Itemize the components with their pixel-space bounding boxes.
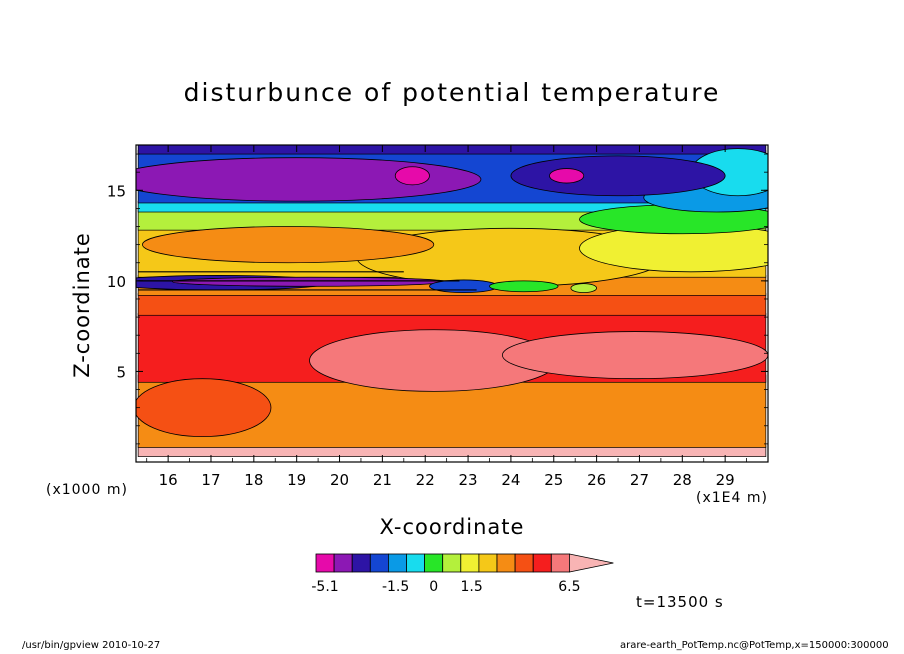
x-tick-label-6: 22	[416, 471, 435, 489]
contour-region-9	[510, 155, 726, 197]
x-tick-label-0: 16	[159, 471, 178, 489]
plot-frame	[135, 144, 769, 463]
x-tick-label-1: 17	[201, 471, 220, 489]
contour-region-11	[394, 166, 430, 186]
chart-title: disturbunce of potential temperature	[183, 78, 721, 107]
colorbar-cell-8	[460, 553, 480, 573]
x-tick-label-7: 23	[459, 471, 478, 489]
colorbar: -5.1 -1.5 0 1.5 6.5	[311, 553, 614, 595]
colorbar-cell-1	[333, 553, 353, 573]
colorbar-arrow	[569, 553, 614, 573]
plot-area	[136, 145, 768, 457]
contour-region-1	[501, 331, 768, 380]
colorbar-cell-4	[387, 553, 407, 573]
x-tick-label-3: 19	[287, 471, 306, 489]
footer-source: arare-earth_PotTemp.nc@PotTemp,x=150000:…	[620, 640, 889, 651]
contour-region-12	[549, 168, 585, 184]
contour-region-14	[172, 276, 448, 287]
y-tick-label-0: 5	[116, 363, 126, 381]
colorbar-label-0: -5.1	[311, 579, 338, 595]
x-tick-label-4: 20	[330, 471, 349, 489]
y-axis-label: Z-coordinate	[70, 232, 94, 378]
colorbar-label-2: 0	[429, 579, 438, 595]
x-tick-label-8: 24	[501, 471, 520, 489]
y-tick-label-2: 15	[107, 182, 126, 200]
colorbar-cell-9	[478, 553, 498, 573]
x-tick-label-2: 18	[244, 471, 263, 489]
contour-band-3	[137, 293, 767, 316]
colorbar-cell-12	[532, 553, 552, 573]
colorbar-cell-6	[424, 553, 444, 573]
x-unit-right: (x1E4 m)	[696, 490, 768, 506]
x-tick-label-11: 27	[630, 471, 649, 489]
contour-region-16	[489, 280, 559, 293]
colorbar-cell-3	[369, 553, 389, 573]
colorbar-cell-5	[406, 553, 426, 573]
contour-region-10	[136, 157, 482, 202]
colorbar-label-1: -1.5	[382, 579, 409, 595]
footer-command: /usr/bin/gpview 2010-10-27	[22, 640, 161, 651]
axis-ticks: 16 17 18 19 20 21 22 23 24 25 26 27 28 29 5 10 15	[107, 145, 768, 489]
x-tick-label-9: 25	[544, 471, 563, 489]
contour-region-15	[429, 279, 499, 294]
y-tick-label-1: 10	[107, 273, 126, 291]
time-label: t=13500 s	[636, 593, 724, 611]
colorbar-label-3: 1.5	[461, 579, 483, 595]
x-tick-label-10: 26	[587, 471, 606, 489]
x-axis-label: X-coordinate	[379, 515, 525, 539]
contour-region-17	[570, 283, 598, 294]
colorbar-cell-13	[550, 553, 570, 573]
contour-region-2	[136, 378, 272, 438]
contour-region-5	[142, 226, 435, 264]
x-tick-label-13: 29	[716, 471, 735, 489]
colorbar-cell-10	[496, 553, 516, 573]
x-unit-left: (x1000 m)	[46, 482, 128, 498]
contour-band-9	[137, 145, 767, 155]
colorbar-cell-7	[442, 553, 462, 573]
colorbar-cell-0	[315, 553, 335, 573]
colorbar-cell-11	[514, 553, 534, 573]
colorbar-cell-2	[351, 553, 371, 573]
x-tick-label-12: 28	[673, 471, 692, 489]
colorbar-label-4: 6.5	[558, 579, 580, 595]
x-tick-label-5: 21	[373, 471, 392, 489]
